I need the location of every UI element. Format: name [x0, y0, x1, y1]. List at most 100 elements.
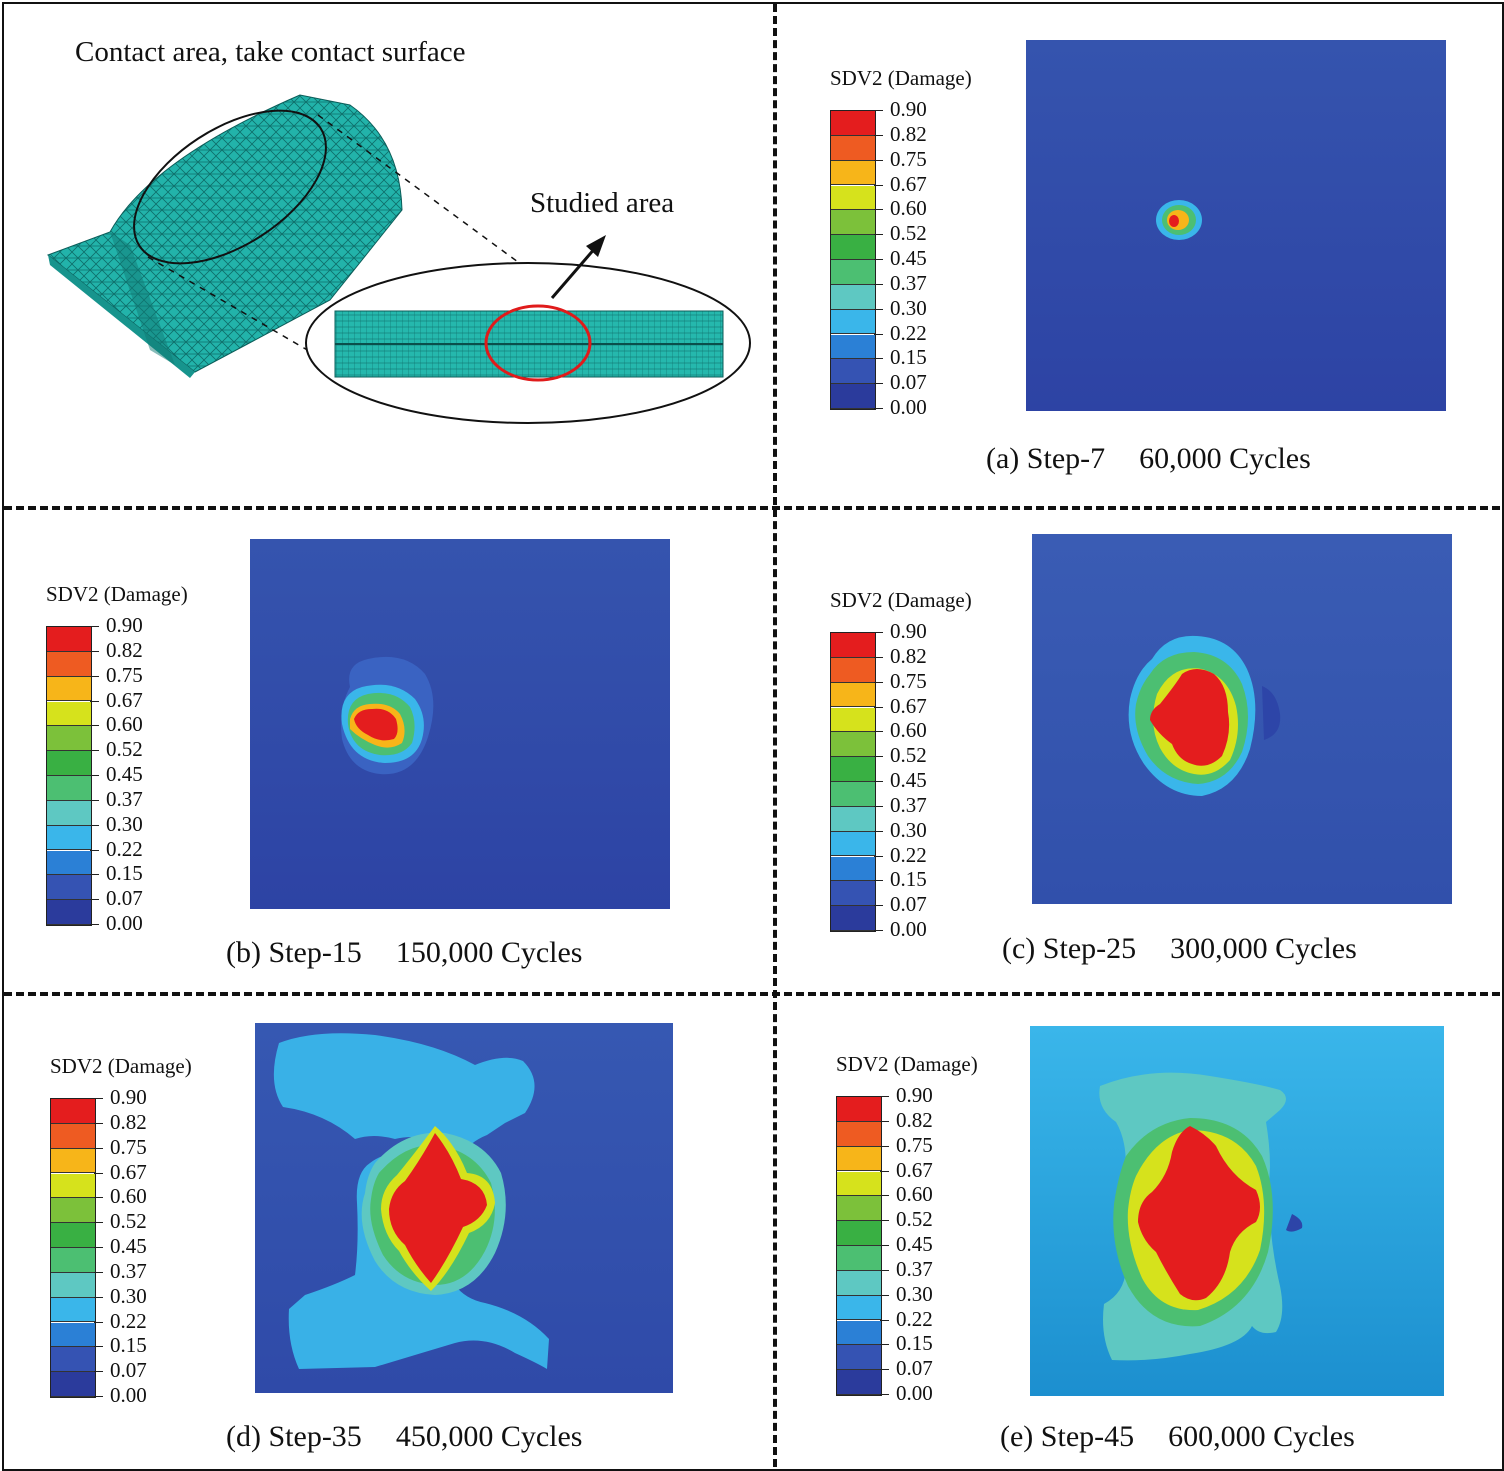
legend-tick: [880, 1319, 889, 1321]
legend-tick-label: 0.52: [890, 221, 927, 246]
legend-tick-label: 0.07: [106, 886, 143, 911]
legend-tick: [874, 383, 883, 385]
legend-tick: [880, 1170, 889, 1172]
legend-swatch: [831, 135, 875, 161]
legend-tick-label: 0.00: [890, 917, 927, 941]
legend-tick-label: 0.15: [890, 345, 927, 370]
legend-swatch: [831, 210, 875, 236]
legend-tick: [874, 184, 883, 186]
legend-swatch: [47, 900, 91, 925]
legend-swatch: [831, 235, 875, 260]
caption-cycles: 300,000 Cycles: [1170, 932, 1357, 965]
legend-tick-label: 0.45: [106, 762, 143, 786]
legend-swatch: [831, 732, 875, 758]
caption-c: (c) Step-25 300,000 Cycles: [1002, 932, 1357, 966]
legend-tick: [90, 874, 99, 876]
legend-tick-label: 0.60: [890, 196, 927, 221]
legend-tick: [880, 1369, 889, 1371]
horizontal-divider-top: [4, 506, 1500, 510]
legend-d: SDV2 (Damage) 0.90 0.82 0.75 0.67 0.60 0.52 0.…: [50, 1054, 250, 1414]
legend-tick-label: 0.07: [110, 1358, 147, 1383]
legend-swatch: [51, 1272, 95, 1298]
legend-swatch: [831, 334, 875, 360]
legend-tick: [874, 159, 883, 161]
legend-tick-label: 0.37: [106, 786, 143, 811]
panel-c: SDV2 (Damage) 0.90 0.82 0.75 0.67 0.60 0.52 0.…: [776, 510, 1500, 992]
legend-tick-label: 0.67: [890, 693, 927, 718]
legend-tick-label: 0.30: [896, 1281, 933, 1306]
legend-e: SDV2 (Damage) 0.90 0.82 0.75 0.67 0.60 0.52 0.…: [836, 1052, 1036, 1412]
legend-swatch: [51, 1297, 95, 1323]
legend-tick-label: 0.52: [106, 737, 143, 762]
caption-cycles: 600,000 Cycles: [1168, 1420, 1355, 1453]
legend-swatch: [837, 1246, 881, 1271]
legend-tick: [94, 1147, 103, 1149]
overview-title: Contact area, take contact surface: [75, 36, 466, 68]
legend-tick-label: 0.07: [890, 370, 927, 395]
legend-tick-label: 0.45: [896, 1232, 933, 1256]
legend-tick: [90, 725, 99, 727]
legend-tick-label: 0.45: [110, 1234, 147, 1258]
legend-swatch: [831, 707, 875, 733]
legend-tick-label: 0.07: [896, 1356, 933, 1381]
legend-tick: [874, 731, 883, 733]
legend-swatch: [831, 384, 875, 409]
legend-tick: [90, 824, 99, 826]
legend-tick-label: 0.75: [890, 146, 927, 171]
legend-tick-label: 0.22: [110, 1308, 147, 1333]
legend-colorbar: [50, 1098, 96, 1398]
legend-tick-label: 0.82: [890, 643, 927, 668]
legend-tick: [880, 1245, 889, 1246]
caption-step: (b) Step-15: [226, 936, 362, 969]
legend-tick-label: 0.82: [106, 637, 143, 662]
legend-swatch: [831, 782, 875, 807]
legend-tick: [874, 905, 883, 907]
legend-tick: [94, 1172, 103, 1174]
legend-tick-label: 0.15: [106, 861, 143, 886]
legend-swatch: [47, 651, 91, 677]
legend-swatch: [831, 757, 875, 782]
legend-tick-label: 0.75: [110, 1134, 147, 1159]
pointer-arrow: [550, 246, 598, 299]
legend-tick-label: 0.60: [890, 718, 927, 743]
legend-colorbar: [836, 1096, 882, 1396]
legend-tick: [874, 259, 883, 260]
caption-cycles: 450,000 Cycles: [395, 1420, 583, 1453]
legend-tick: [94, 1122, 103, 1124]
legend-tick: [94, 1222, 103, 1224]
legend-swatch: [51, 1372, 95, 1397]
legend-tick-label: 0.37: [896, 1256, 933, 1281]
legend-swatch: [47, 701, 91, 727]
legend-tick: [874, 681, 883, 683]
zoom-line-bottom: [147, 256, 346, 373]
legend-tick-label: 0.90: [110, 1085, 147, 1109]
legend-swatch: [837, 1370, 881, 1395]
legend-tick-label: 0.67: [110, 1159, 147, 1184]
caption-a: (a) Step-7 60,000 Cycles: [986, 442, 1311, 476]
legend-tick-label: 0.37: [890, 270, 927, 295]
legend-title: SDV2 (Damage): [830, 66, 972, 90]
legend-tick-label: 0.30: [890, 817, 927, 842]
panel-e: SDV2 (Damage) 0.90 0.82 0.75 0.67 0.60 0.52 0.…: [776, 996, 1500, 1471]
legend-swatch: [51, 1123, 95, 1149]
legend-tick-label: 0.37: [110, 1258, 147, 1283]
legend-title: SDV2 (Damage): [50, 1054, 192, 1078]
legend-swatch: [831, 309, 875, 335]
legend-tick: [94, 1346, 103, 1348]
overview-drawing: [46, 94, 751, 424]
legend-tick: [880, 1394, 889, 1395]
legend-swatch: [831, 906, 875, 931]
legend-c: SDV2 (Damage) 0.90 0.82 0.75 0.67 0.60 0.52 0.…: [830, 588, 1030, 948]
legend-tick-label: 0.45: [890, 768, 927, 792]
legend-tick: [90, 675, 99, 677]
vertical-divider: [773, 4, 777, 1467]
legend-tick: [874, 830, 883, 832]
legend-title: SDV2 (Damage): [830, 588, 972, 612]
legend-tick-label: 0.67: [890, 171, 927, 196]
legend-swatch: [47, 850, 91, 876]
legend-swatch: [831, 831, 875, 857]
legend-tick-label: 0.00: [106, 911, 143, 935]
legend-tick-label: 0.07: [890, 892, 927, 917]
